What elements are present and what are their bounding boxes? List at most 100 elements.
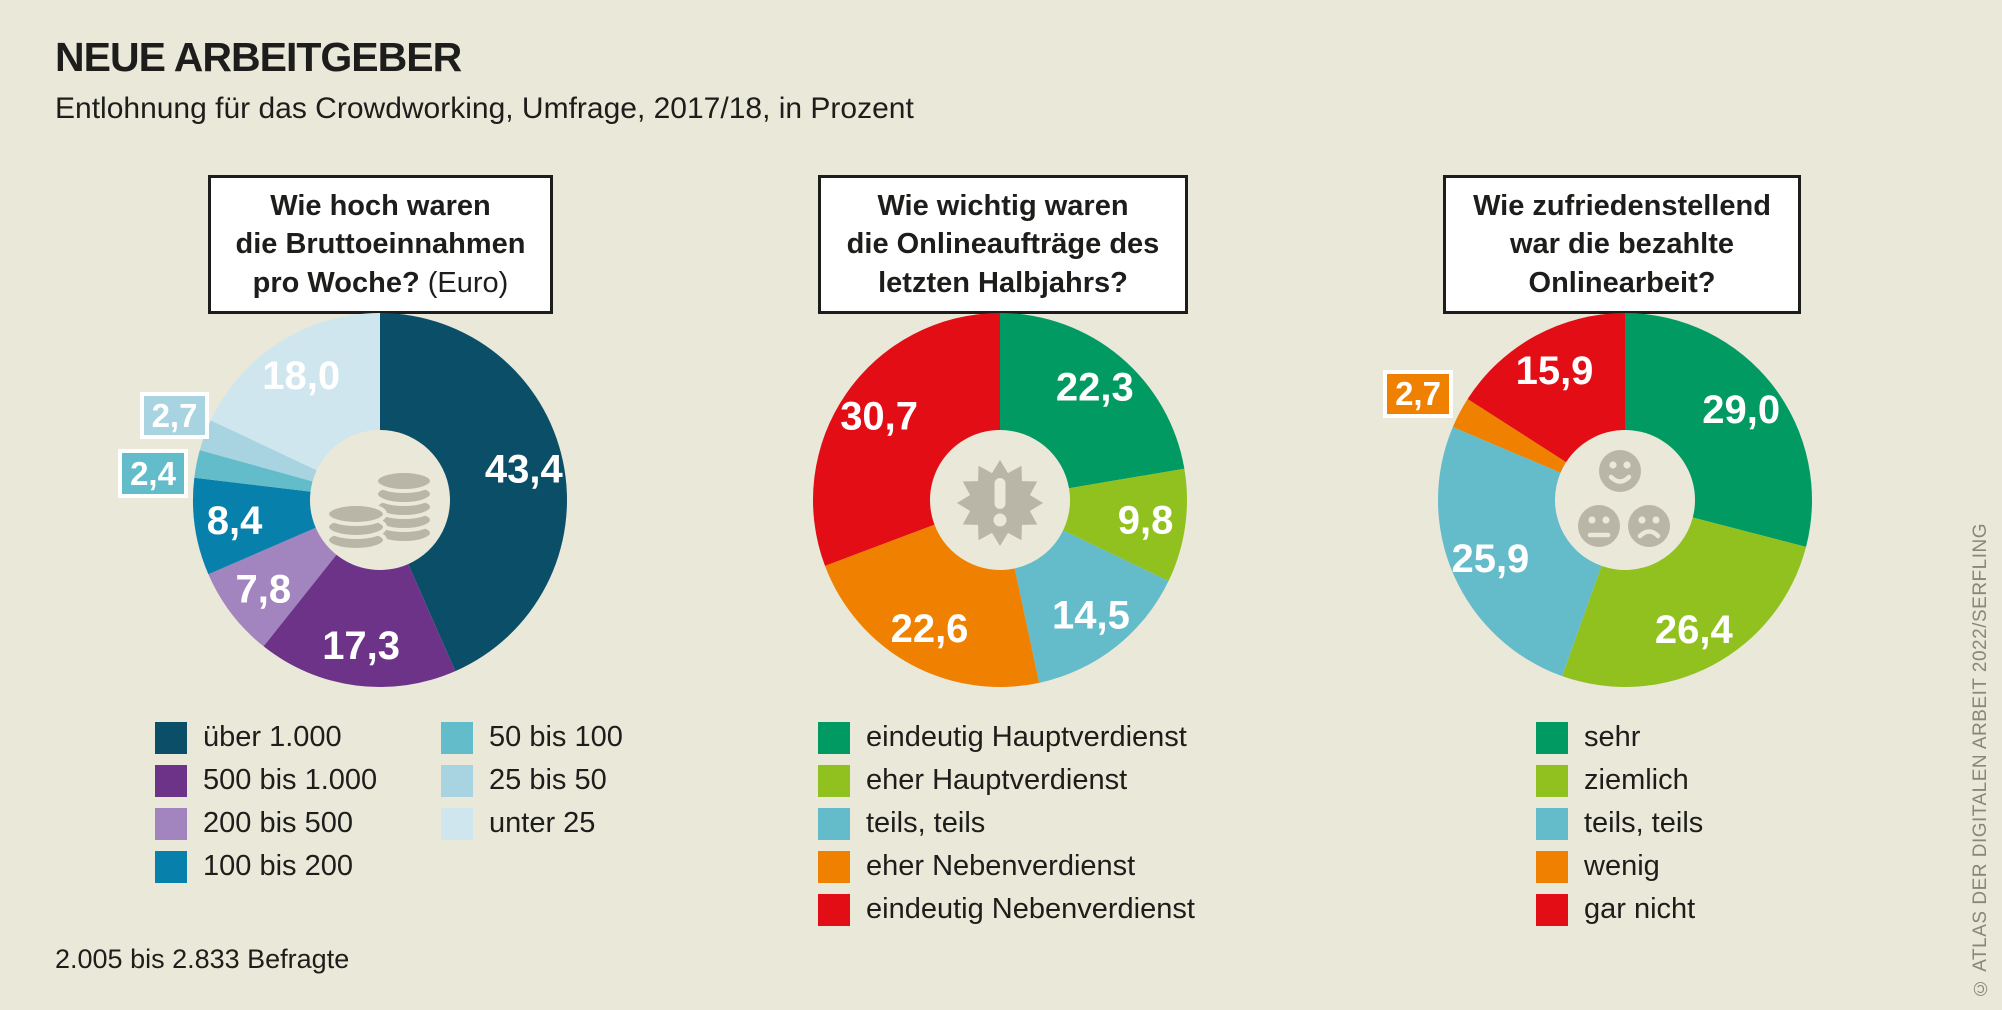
slice-value-label: 22,3 bbox=[1056, 366, 1134, 410]
legend-item: eher Hauptverdienst bbox=[818, 764, 1195, 797]
donut-chart-income: 43,4 17,3 7,8 8,4 18,0 bbox=[192, 313, 567, 687]
question-line: Onlinearbeit? bbox=[1528, 266, 1716, 299]
legend-label: 200 bis 500 bbox=[203, 807, 353, 839]
legend-satisfaction: sehr ziemlich teils, teils wenig gar nicht bbox=[1536, 716, 1703, 931]
callout-value: 2,7 bbox=[1395, 375, 1441, 412]
pie-slice bbox=[208, 527, 337, 647]
smileys-icon bbox=[1578, 450, 1670, 547]
slice-value-label: 7,8 bbox=[235, 567, 291, 611]
page-subtitle: Entlohnung für das Crowdworking, Umfrage… bbox=[55, 92, 914, 125]
callout-50-bis-100: 2,4 bbox=[118, 449, 188, 498]
legend-label: über 1.000 bbox=[203, 721, 342, 753]
pie-slice bbox=[199, 420, 317, 482]
page-title: NEUE ARBEITGEBER bbox=[55, 34, 462, 80]
legend-label: eindeutig Nebenverdienst bbox=[866, 893, 1195, 925]
legend-label: 500 bis 1.000 bbox=[203, 764, 378, 796]
callout-wenig: 2,7 bbox=[1383, 370, 1453, 418]
slice-value-label: 29,0 bbox=[1702, 388, 1780, 432]
pie-slice bbox=[1063, 468, 1188, 582]
slice-value-label: 22,6 bbox=[891, 607, 969, 651]
question-line: war die bezahlte bbox=[1509, 228, 1734, 261]
question-line: Wie zufriedenstellend bbox=[1473, 190, 1771, 222]
legend-swatch bbox=[1536, 721, 1568, 754]
legend-item: über 1.000 bbox=[155, 721, 441, 754]
legend-item: gar nicht bbox=[1536, 893, 1703, 926]
legend-item: 25 bis 50 bbox=[441, 764, 727, 797]
legend-label: wenig bbox=[1584, 850, 1660, 882]
slice-value-label: 18,0 bbox=[262, 354, 340, 398]
sample-size-note: 2.005 bis 2.833 Befragte bbox=[55, 944, 350, 974]
coins-icon bbox=[325, 469, 434, 552]
slice-value-label: 30,7 bbox=[840, 394, 918, 438]
pie-slice bbox=[1014, 530, 1169, 683]
donut-chart-importance: 22,3 9,8 14,5 22,6 30,7 bbox=[812, 313, 1188, 687]
legend-swatch bbox=[155, 807, 187, 840]
pie-slice bbox=[1452, 398, 1567, 473]
legend-label: eher Hauptverdienst bbox=[866, 764, 1128, 796]
pie-slice bbox=[380, 313, 567, 672]
legend-label: 25 bis 50 bbox=[489, 764, 607, 796]
question-suffix: (Euro) bbox=[427, 266, 509, 299]
legend-item: 100 bis 200 bbox=[155, 850, 441, 883]
callout-25-bis-50: 2,7 bbox=[140, 392, 209, 439]
legend-item: eindeutig Nebenverdienst bbox=[818, 893, 1195, 926]
slice-value-label: 26,4 bbox=[1655, 608, 1734, 652]
question-line: letzten Halbjahrs? bbox=[878, 266, 1128, 299]
legend-label: eher Nebenverdienst bbox=[866, 850, 1136, 882]
callout-value: 2,4 bbox=[130, 454, 176, 492]
legend-swatch bbox=[1536, 850, 1568, 883]
pie-slice bbox=[192, 477, 316, 575]
legend-label: teils, teils bbox=[1584, 807, 1704, 839]
pie-slice bbox=[194, 450, 313, 492]
callout-value: 2,7 bbox=[151, 396, 198, 434]
legend-label: unter 25 bbox=[489, 807, 596, 839]
slice-value-label: 25,9 bbox=[1451, 537, 1529, 581]
legend-label: ziemlich bbox=[1584, 764, 1689, 796]
legend-swatch bbox=[818, 764, 850, 797]
question-line-main: pro Woche? bbox=[252, 266, 420, 299]
legend-swatch bbox=[818, 850, 850, 883]
legend-item: 500 bis 1.000 bbox=[155, 764, 441, 797]
legend-swatch bbox=[441, 807, 473, 840]
legend-income: über 1.000 500 bis 1.000 200 bis 500 100 bi… bbox=[155, 716, 727, 888]
slice-value-label: 15,9 bbox=[1516, 349, 1594, 393]
legend-label: sehr bbox=[1584, 721, 1641, 753]
pie-slice bbox=[1625, 313, 1813, 547]
pie-slice bbox=[1437, 427, 1602, 677]
legend-swatch bbox=[155, 721, 187, 754]
legend-swatch bbox=[1536, 807, 1568, 840]
legend-item: eindeutig Hauptverdienst bbox=[818, 721, 1195, 754]
legend-importance: eindeutig Hauptverdienst eher Hauptverdie… bbox=[818, 716, 1195, 931]
legend-item: ziemlich bbox=[1536, 764, 1703, 797]
legend-item: 50 bis 100 bbox=[441, 721, 727, 754]
legend-swatch bbox=[818, 721, 850, 754]
legend-item: sehr bbox=[1536, 721, 1703, 754]
legend-swatch bbox=[818, 807, 850, 840]
legend-item: eher Nebenverdienst bbox=[818, 850, 1195, 883]
pie-slice bbox=[1000, 313, 1185, 489]
legend-label: teils, teils bbox=[866, 807, 986, 839]
pie-slice bbox=[210, 313, 380, 471]
slice-value-label: 43,4 bbox=[485, 448, 564, 492]
legend-label: eindeutig Hauptverdienst bbox=[866, 721, 1187, 753]
pie-slice bbox=[824, 524, 1040, 687]
legend-item: unter 25 bbox=[441, 807, 727, 840]
legend-swatch bbox=[1536, 893, 1568, 926]
legend-item: teils, teils bbox=[818, 807, 1195, 840]
question-line: pro Woche? (Euro) bbox=[217, 264, 544, 302]
legend-label: 50 bis 100 bbox=[489, 721, 623, 753]
slice-value-label: 17,3 bbox=[322, 624, 400, 668]
pie-slice bbox=[1562, 517, 1807, 687]
slice-value-label: 14,5 bbox=[1052, 594, 1130, 638]
legend-swatch bbox=[155, 850, 187, 883]
copyright-credit: © ATLAS DER DIGITALEN ARBEIT 2022/SERFLI… bbox=[1970, 523, 1991, 998]
question-line: Wie wichtig waren bbox=[877, 190, 1129, 222]
pie-slice bbox=[263, 554, 456, 687]
slice-value-label: 9,8 bbox=[1118, 499, 1174, 543]
legend-item: wenig bbox=[1536, 850, 1703, 883]
legend-swatch bbox=[155, 764, 187, 797]
legend-swatch bbox=[1536, 764, 1568, 797]
legend-swatch bbox=[441, 764, 473, 797]
question-line: Wie hoch waren bbox=[270, 190, 491, 222]
